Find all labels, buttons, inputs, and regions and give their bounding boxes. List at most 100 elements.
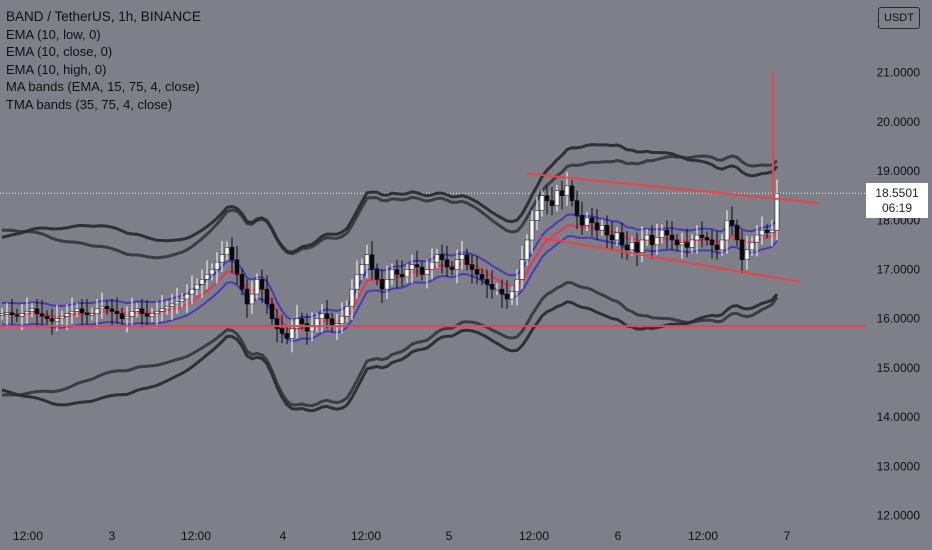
legend-ema-low[interactable]: EMA (10, low, 0) — [6, 26, 101, 42]
candle-body[interactable] — [389, 269, 395, 280]
candle-body[interactable] — [629, 242, 635, 251]
candle-body[interactable] — [34, 308, 40, 315]
candle-body[interactable] — [589, 217, 595, 224]
candle-body[interactable] — [254, 279, 260, 295]
legend-ema-close[interactable]: EMA (10, close, 0) — [6, 44, 113, 59]
candle-body[interactable] — [324, 313, 330, 319]
candle-body[interactable] — [494, 288, 500, 291]
candle-body[interactable] — [484, 279, 490, 285]
candle-body[interactable] — [674, 239, 680, 246]
candle-body[interactable] — [304, 323, 310, 332]
candle-body[interactable] — [194, 284, 200, 290]
candle-body[interactable] — [604, 224, 610, 236]
legend-ema-high[interactable]: EMA (10, high, 0) — [6, 61, 107, 77]
candle-body[interactable] — [289, 328, 295, 339]
candle-body[interactable] — [729, 220, 735, 226]
candle-body[interactable] — [124, 315, 130, 319]
candle-body[interactable] — [184, 293, 190, 300]
candle-body[interactable] — [274, 318, 280, 329]
candle-body[interactable] — [149, 313, 155, 317]
candle-body[interactable] — [619, 232, 625, 246]
candle-body[interactable] — [764, 229, 770, 233]
candle-body[interactable] — [234, 259, 240, 275]
candle-body[interactable] — [299, 318, 305, 324]
candle-body[interactable] — [564, 185, 570, 196]
candle-body[interactable] — [269, 303, 275, 319]
candle-body[interactable] — [649, 234, 655, 246]
candle-body[interactable] — [394, 269, 400, 275]
candle-body[interactable] — [664, 229, 670, 236]
candle-body[interactable] — [294, 318, 300, 329]
candle-body[interactable] — [559, 190, 565, 196]
candle-body[interactable] — [49, 318, 55, 322]
candle-body[interactable] — [14, 314, 20, 317]
candle-body[interactable] — [84, 312, 90, 316]
candle-body[interactable] — [129, 311, 135, 317]
candle-body[interactable] — [684, 242, 690, 248]
candle-body[interactable] — [694, 234, 700, 241]
candle-body[interactable] — [279, 328, 285, 334]
legend-tma-bands[interactable]: TMA bands (35, 75, 4, close) — [6, 96, 173, 112]
candle-body[interactable] — [224, 247, 230, 255]
candle-body[interactable] — [569, 185, 575, 201]
candle-body[interactable] — [754, 234, 760, 243]
candle-body[interactable] — [514, 279, 520, 292]
candle-body[interactable] — [744, 249, 750, 260]
candle-body[interactable] — [339, 315, 345, 324]
candle-body[interactable] — [464, 254, 470, 265]
candle-body[interactable] — [404, 269, 410, 278]
candle-body[interactable] — [29, 308, 35, 312]
candle-body[interactable] — [534, 210, 540, 221]
candle-body[interactable] — [4, 312, 10, 315]
candle-body[interactable] — [554, 190, 560, 206]
candle-body[interactable] — [64, 313, 70, 317]
candle-body[interactable] — [119, 313, 125, 319]
candle-body[interactable] — [199, 279, 205, 285]
candle-body[interactable] — [164, 306, 170, 310]
candle-body[interactable] — [204, 274, 210, 280]
candle-body[interactable] — [679, 242, 685, 246]
candle-body[interactable] — [719, 239, 725, 251]
candle-body[interactable] — [414, 264, 420, 268]
candle-body[interactable] — [584, 217, 590, 226]
candle-body[interactable] — [529, 220, 535, 241]
candle-body[interactable] — [94, 308, 100, 315]
candle-body[interactable] — [499, 288, 505, 295]
candle-body[interactable] — [704, 237, 710, 241]
candle-body[interactable] — [319, 313, 325, 319]
candle-body[interactable] — [374, 269, 380, 280]
candle-body[interactable] — [639, 239, 645, 253]
candle-body[interactable] — [359, 264, 365, 275]
candle-body[interactable] — [284, 333, 290, 339]
candle-body[interactable] — [244, 288, 250, 305]
candle-body[interactable] — [229, 247, 235, 260]
candle-body[interactable] — [384, 279, 390, 290]
candle-body[interactable] — [0, 313, 5, 316]
candle-body[interactable] — [154, 311, 160, 315]
candle-body[interactable] — [759, 229, 765, 236]
currency-button[interactable]: USDT — [878, 7, 920, 29]
candle-body[interactable] — [644, 234, 650, 241]
candle-body[interactable] — [419, 266, 425, 275]
candle-body[interactable] — [264, 288, 270, 305]
candle-body[interactable] — [549, 200, 555, 206]
candle-body[interactable] — [474, 269, 480, 275]
candle-body[interactable] — [439, 254, 445, 260]
candle-body[interactable] — [524, 239, 530, 260]
candle-body[interactable] — [39, 313, 45, 317]
candle-body[interactable] — [489, 284, 495, 290]
candle-body[interactable] — [109, 308, 115, 312]
candle-body[interactable] — [349, 288, 355, 307]
candle-body[interactable] — [159, 308, 165, 312]
candle-body[interactable] — [509, 291, 515, 300]
candle-body[interactable] — [24, 311, 30, 315]
candle-body[interactable] — [689, 239, 695, 248]
candle-body[interactable] — [749, 242, 755, 251]
candle-body[interactable] — [74, 308, 80, 312]
candle-body[interactable] — [259, 279, 265, 290]
candle-body[interactable] — [654, 237, 660, 246]
candle-body[interactable] — [624, 244, 630, 251]
candle-body[interactable] — [19, 313, 25, 317]
candle-body[interactable] — [479, 274, 485, 280]
symbol-title[interactable]: BAND / TetherUS, 1h, BINANCE — [6, 9, 201, 24]
